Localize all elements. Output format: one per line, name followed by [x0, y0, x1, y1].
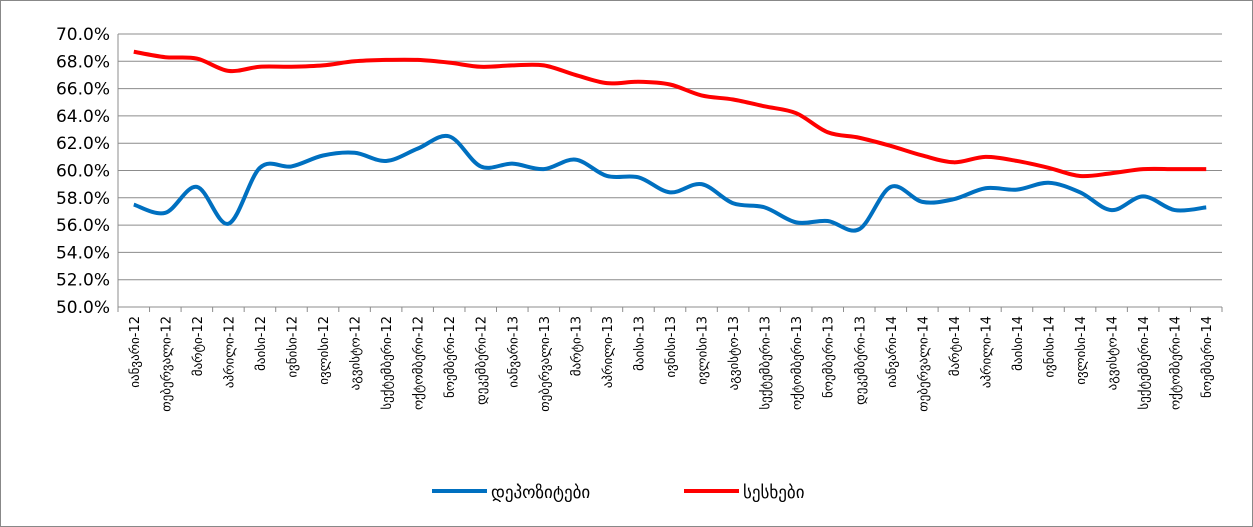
x-tick-label: ნოემბერი-14: [1200, 316, 1215, 398]
x-tick-label: აპრილი-12: [222, 316, 237, 388]
y-tick-label: 56.0%: [56, 216, 110, 236]
series-line: [133, 49, 1207, 179]
y-tick-label: 64.0%: [56, 107, 110, 127]
x-tick-label: იანვარი-14: [885, 316, 900, 388]
x-tick-label: მაისი-12: [254, 316, 269, 371]
x-tick-label: ნოემბერი-12: [443, 316, 458, 398]
x-tick-label: სექტემბერი-13: [759, 316, 774, 410]
x-tick-label: ოქტომბერი-13: [790, 316, 805, 410]
y-tick-label: 52.0%: [56, 271, 110, 291]
legend-label: სესხები: [743, 483, 805, 503]
x-tick-label: ივნისი-13: [664, 316, 679, 378]
x-tick-label: ივლისი-12: [317, 316, 332, 385]
x-tick-label: აგვისტო-13: [727, 316, 742, 390]
x-tick-label: თებერვალი-13: [538, 316, 553, 412]
x-tick-label: მარტი-13: [569, 316, 584, 376]
x-tick-label: იანვარი-12: [128, 316, 143, 388]
x-tick-label: იანვარი-13: [506, 316, 521, 388]
y-tick-label: 68.0%: [56, 52, 110, 72]
x-tick-label: ივლისი-13: [696, 316, 711, 385]
x-tick-label: ივნისი-12: [285, 316, 300, 378]
x-tick-label: აპრილი-14: [979, 316, 994, 388]
x-tick-label: მარტი-12: [191, 316, 206, 376]
x-tick-label: მარტი-14: [948, 316, 963, 376]
x-tick-label: აგვისტო-12: [349, 316, 364, 390]
y-tick-label: 62.0%: [56, 134, 110, 154]
x-tick-label: ივნისი-14: [1043, 316, 1058, 378]
y-tick-label: 70.0%: [56, 25, 110, 45]
x-tick-label: სექტემბერი-12: [380, 316, 395, 410]
x-tick-label: აპრილი-13: [601, 316, 616, 388]
y-tick-label: 54.0%: [56, 243, 110, 263]
y-tick-label: 66.0%: [56, 80, 110, 100]
x-tick-label: ოქტომბერი-12: [412, 316, 427, 410]
x-tick-label: აგვისტო-14: [1106, 316, 1121, 390]
x-tick-label: დეკემბერი-12: [475, 316, 490, 405]
x-tick-label: დეკემბერი-13: [853, 316, 868, 405]
legend-label: დეპოზიტები: [491, 483, 590, 503]
x-tick-label: მაისი-13: [632, 316, 647, 371]
series-line: [133, 133, 1207, 233]
y-tick-label: 58.0%: [56, 189, 110, 209]
x-tick-label: სექტემბერი-14: [1137, 316, 1152, 410]
x-tick-label: მაისი-14: [1011, 316, 1026, 371]
x-tick-label: თებერვალი-12: [159, 316, 174, 412]
x-tick-label: ივლისი-14: [1074, 316, 1089, 385]
x-tick-label: ნოემბერი-13: [822, 316, 837, 398]
x-tick-label: ოქტომბერი-14: [1169, 316, 1184, 410]
y-tick-label: 50.0%: [56, 298, 110, 318]
y-tick-label: 60.0%: [56, 162, 110, 182]
x-tick-label: თებერვალი-14: [916, 316, 931, 412]
